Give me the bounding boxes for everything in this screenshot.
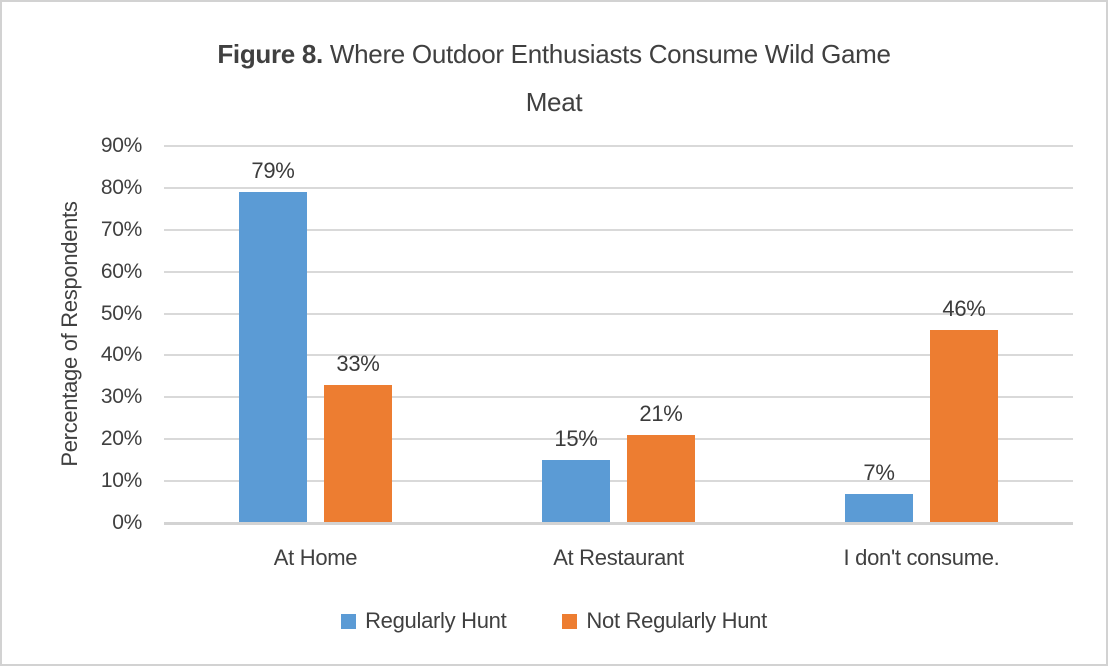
x-category-label: I don't consume. <box>843 545 1000 570</box>
y-tick-label: 0% <box>112 511 142 534</box>
bar-regularly-hunt <box>845 493 913 522</box>
y-tick-label: 20% <box>100 427 142 451</box>
legend: Regularly Hunt Not Regularly Hunt <box>2 608 1106 634</box>
gridline <box>164 354 1073 357</box>
bar-not-regularly-hunt <box>930 330 998 522</box>
bar-not-regularly-hunt <box>627 435 695 522</box>
value-label: 46% <box>942 296 986 322</box>
chart-title: Figure 8. Where Outdoor Enthusiasts Cons… <box>2 30 1106 126</box>
gridline <box>164 270 1073 273</box>
y-tick-label: 10% <box>100 469 142 493</box>
chart-title-text: Where Outdoor Enthusiasts Consume Wild G… <box>322 39 891 69</box>
y-tick-label: 60% <box>100 259 142 283</box>
legend-label: Regularly Hunt <box>365 608 507 633</box>
y-tick-label: 90% <box>100 134 142 157</box>
bar-not-regularly-hunt <box>324 384 392 522</box>
figure-number-label: Figure 8. <box>217 39 323 69</box>
bar-regularly-hunt <box>239 192 307 522</box>
chart-title-line1: Figure 8. Where Outdoor Enthusiasts Cons… <box>2 30 1106 78</box>
legend-swatch-icon <box>341 613 357 629</box>
y-tick-label: 30% <box>100 385 142 409</box>
y-tick-label: 40% <box>100 343 142 367</box>
y-tick-label: 50% <box>100 301 142 325</box>
gridline <box>164 228 1073 231</box>
legend-item: Not Regularly Hunt <box>562 608 767 634</box>
gridline <box>164 480 1073 483</box>
value-label: 15% <box>554 426 598 452</box>
x-category-label: At Restaurant <box>553 545 684 570</box>
value-label: 33% <box>336 350 380 376</box>
gridline <box>164 396 1073 399</box>
gridline <box>164 312 1073 315</box>
value-label: 79% <box>251 158 295 184</box>
chart-title-line2: Meat <box>525 87 583 117</box>
x-axis-line <box>164 522 1073 525</box>
value-label: 21% <box>639 401 683 427</box>
value-label: 7% <box>863 459 895 485</box>
gridline <box>164 186 1073 189</box>
y-tick-label: 80% <box>100 175 142 199</box>
bar-regularly-hunt <box>542 460 610 522</box>
y-tick-label: 70% <box>100 217 142 241</box>
gridline <box>164 145 1073 147</box>
legend-item: Regularly Hunt <box>341 608 507 634</box>
legend-swatch-icon <box>562 613 578 629</box>
legend-label: Not Regularly Hunt <box>586 608 767 633</box>
gridline <box>164 438 1073 441</box>
x-category-label: At Home <box>273 545 358 570</box>
